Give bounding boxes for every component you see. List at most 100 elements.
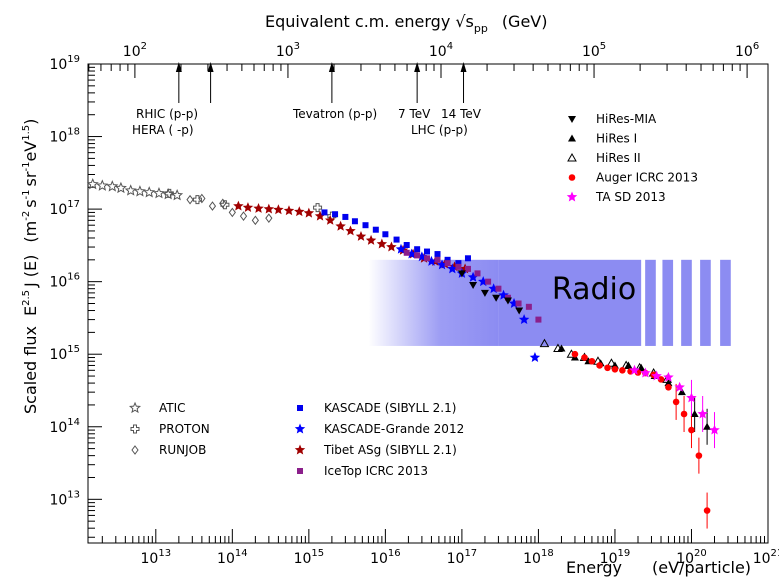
legend-top-right: HiRes-MIA HiRes I HiRes II Auger ICRC 2013 T… (566, 112, 698, 204)
legend-bottom-left: ATIC PROTON RUNJOB (129, 401, 210, 457)
y-tick-label: 1016 (49, 272, 80, 291)
legend-label: ATIC (159, 401, 186, 415)
legend-bottom-middle: KASCADE (SIBYLL 2.1) KASCADE-Grande 2012 T… (294, 401, 464, 478)
x-tick-label: 1015 (294, 548, 325, 567)
legend-label: KASCADE (SIBYLL 2.1) (324, 401, 456, 415)
hera-label: HERA ( -p) (132, 123, 194, 137)
data-point (86, 177, 99, 190)
radio-stripe (645, 259, 656, 346)
data-point (263, 203, 275, 214)
data-point (703, 422, 712, 430)
data-point (503, 297, 512, 305)
series-auger-icrc-2013 (571, 350, 711, 529)
data-point (663, 371, 674, 382)
data-point (457, 270, 466, 278)
legend-marker (297, 468, 303, 474)
top-tick-label: 102 (123, 41, 147, 60)
data-point (332, 211, 339, 218)
data-point (335, 220, 346, 231)
legend-label: Tibet ASg (SIBYLL 2.1) (323, 443, 457, 457)
data-point (362, 222, 369, 229)
data-point (294, 206, 305, 217)
x-tick-label: 1017 (447, 548, 478, 567)
data-point (219, 198, 227, 209)
data-point (686, 392, 697, 403)
data-point (444, 260, 451, 267)
legend-label: TA SD 2013 (595, 190, 666, 204)
data-point (283, 205, 295, 216)
data-point (492, 294, 501, 302)
data-point (621, 360, 631, 369)
data-point (96, 179, 109, 191)
data-point (424, 255, 431, 262)
rhic-label: RHIC (p-p) (136, 107, 198, 121)
data-point (351, 218, 358, 225)
legend-label: PROTON (159, 422, 210, 436)
top-tick-label: 106 (735, 41, 759, 60)
x-tick-label: 1014 (217, 548, 248, 567)
data-point (372, 226, 379, 233)
data-point (313, 203, 323, 213)
data-point (233, 200, 244, 211)
data-point (186, 194, 194, 205)
y-tick-label: 1014 (49, 417, 80, 436)
data-point (557, 344, 566, 352)
data-point (342, 213, 349, 220)
legend-label: HiRes-MIA (596, 112, 657, 126)
legend-label: HiRes II (596, 151, 641, 165)
data-point (436, 259, 448, 270)
data-point (345, 225, 356, 236)
legend-label: KASCADE-Grande 2012 (324, 422, 464, 436)
legend-marker (567, 152, 577, 162)
data-point (619, 367, 626, 374)
data-point (581, 354, 588, 361)
y-tick-label: 1019 (49, 54, 80, 73)
data-point (403, 249, 410, 256)
radio-stripe (662, 259, 674, 346)
data-point (469, 281, 478, 289)
data-point (242, 202, 254, 213)
data-point (571, 350, 579, 358)
data-point (434, 251, 441, 258)
data-point (596, 362, 603, 369)
accelerator-arrowhead (207, 62, 214, 72)
radio-stripe (681, 259, 692, 346)
data-point (518, 314, 530, 325)
data-point (414, 246, 421, 253)
y-tick-label: 1017 (49, 199, 80, 218)
accelerator-arrowhead (175, 62, 182, 72)
series-runjob (186, 193, 273, 226)
data-point (464, 265, 471, 272)
legend-marker (566, 191, 578, 202)
legends: HiRes-MIA HiRes I HiRes II Auger ICRC 2013 T… (129, 112, 698, 478)
top-tick-label: 103 (276, 41, 300, 60)
data-point (355, 230, 367, 241)
data-point (588, 357, 596, 365)
data-point (672, 398, 680, 406)
data-point (239, 211, 248, 221)
top-tick-label: 104 (429, 41, 453, 60)
x-tick-label: 1013 (141, 548, 172, 567)
data-point (376, 238, 388, 249)
y-tick-label: 1013 (49, 489, 80, 508)
data-point (485, 278, 492, 285)
data-point (414, 252, 421, 259)
data-point (467, 271, 479, 282)
series-hires-mia (457, 270, 524, 315)
series-ta-sd-2013 (629, 364, 720, 449)
data-point (629, 364, 640, 375)
data-point (220, 200, 230, 210)
data-point (447, 263, 458, 274)
radio-stripe (720, 259, 731, 346)
data-point (697, 408, 708, 419)
data-point (515, 300, 522, 307)
data-point (382, 231, 389, 238)
radio-region: Radio (368, 259, 731, 346)
data-point (265, 213, 273, 224)
data-point (426, 255, 437, 266)
data-point (474, 270, 481, 277)
data-point (709, 424, 720, 435)
data-point (455, 263, 462, 270)
lhc14-label: 14 TeV (441, 107, 482, 121)
data-point (303, 207, 315, 218)
